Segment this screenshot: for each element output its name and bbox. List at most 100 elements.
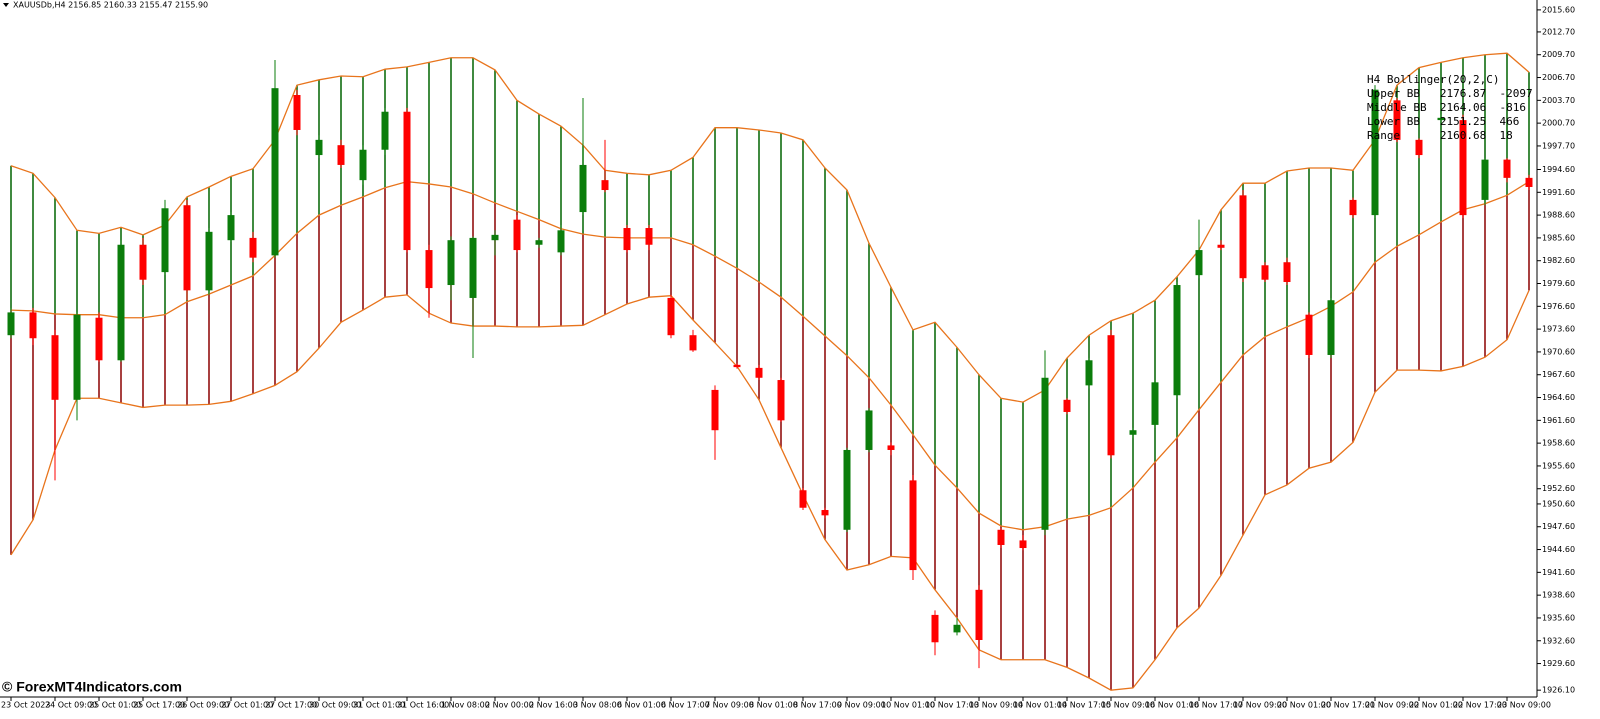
y-tick-label: 1938.60 (1542, 591, 1575, 600)
candle-body (139, 244, 147, 280)
candle-body (447, 240, 455, 286)
candle-body (1415, 139, 1423, 156)
candle-body (931, 614, 939, 643)
candle-body (733, 364, 741, 368)
candle-body (1305, 314, 1313, 355)
watermark: © ForexMT4Indicators.com (2, 679, 182, 695)
x-tick-label: 20 Nov 17:00 (1321, 701, 1375, 710)
y-tick-label: 1952.60 (1542, 484, 1575, 493)
candle-body (1481, 159, 1489, 200)
y-tick-label: 2009.70 (1542, 50, 1575, 59)
candle-body (623, 228, 631, 251)
y-tick-label: 1941.60 (1542, 568, 1575, 577)
x-tick-label: 15 Nov 09:00 (1101, 701, 1155, 710)
candle-body (403, 111, 411, 251)
x-tick-label: 2 Nov 00:00 (485, 701, 534, 710)
indicator-info: H4 Bollinger(20,2,C) (1367, 73, 1499, 86)
x-tick-label: 25 Oct 17:00 (133, 701, 185, 710)
candle-body (667, 297, 675, 336)
x-tick-label: 13 Nov 09:00 (969, 701, 1023, 710)
y-tick-label: 1929.60 (1542, 659, 1575, 668)
y-tick-label: 2012.70 (1542, 27, 1575, 36)
candle-body (513, 219, 521, 251)
candle-body (755, 367, 763, 378)
x-tick-label: 8 Nov 17:00 (793, 701, 842, 710)
candle-body (95, 317, 103, 361)
indicator-info: Range 2160.68 18 (1367, 129, 1513, 142)
candle-body (205, 231, 213, 291)
y-tick-label: 1988.60 (1542, 211, 1575, 220)
candle-body (1349, 199, 1357, 216)
candle-body (1195, 250, 1203, 276)
y-tick-label: 2000.70 (1542, 119, 1575, 128)
indicator-info: Lower BB 2151.25 466 (1367, 115, 1519, 128)
plot-area (7, 52, 1533, 691)
candle-body (1525, 177, 1533, 187)
x-tick-label: 2 Nov 16:00 (529, 701, 578, 710)
x-tick-label: 31 Oct 01:00 (353, 701, 405, 710)
candle-body (909, 480, 917, 571)
menu-arrow[interactable] (3, 3, 9, 7)
candle-body (689, 335, 697, 351)
candle-body (535, 240, 543, 245)
x-tick-label: 7 Nov 09:00 (705, 701, 754, 710)
x-tick-label: 6 Nov 01:00 (617, 701, 666, 710)
y-tick-label: 1973.60 (1542, 325, 1575, 334)
x-tick-label: 10 Nov 17:00 (925, 701, 979, 710)
x-tick-label: 25 Oct 01:00 (89, 701, 141, 710)
x-tick-label: 17 Nov 09:00 (1233, 701, 1287, 710)
y-tick-label: 1976.60 (1542, 302, 1575, 311)
candle-body (469, 237, 477, 298)
x-tick-label: 14 Nov 01:00 (1013, 701, 1067, 710)
candle-body (73, 314, 81, 400)
candle-body (161, 208, 169, 273)
x-tick-label: 23 Oct 2023 (1, 701, 50, 710)
candle-body (865, 410, 873, 450)
y-tick-label: 1979.60 (1542, 279, 1575, 288)
candle-body (117, 244, 125, 361)
candle-body (293, 95, 301, 130)
candle-body (1063, 399, 1071, 412)
x-tick-label: 22 Nov 01:00 (1409, 701, 1463, 710)
candle-body (843, 449, 851, 530)
x-tick-label: 10 Nov 01:00 (881, 701, 935, 710)
candle-body (425, 250, 433, 289)
chart-title: XAUUSDb,H4 2156.85 2160.33 2155.47 2155.… (13, 1, 208, 10)
candle-body (1437, 117, 1445, 121)
x-tick-label: 6 Nov 17:00 (661, 701, 710, 710)
y-tick-label: 1950.60 (1542, 499, 1575, 508)
candle-body (7, 312, 15, 336)
candle-body (777, 380, 785, 421)
candle-body (51, 335, 59, 400)
axes: 2015.60 2012.70 2009.70 2006.70 2003.70 2000.… (0, 0, 1575, 710)
candle-body (557, 230, 565, 253)
x-tick-label: 23 Nov 09:00 (1497, 701, 1551, 710)
candle-body (1261, 265, 1269, 280)
candle-body (1173, 285, 1181, 396)
candle-body (579, 164, 587, 213)
candle-body (29, 312, 37, 339)
x-tick-label: 20 Nov 01:00 (1277, 701, 1331, 710)
x-tick-label: 22 Nov 17:00 (1453, 701, 1507, 710)
x-tick-label: 27 Oct 17:00 (265, 701, 317, 710)
candle-body (997, 529, 1005, 545)
upper-band-line (10, 52, 1530, 403)
candle-body (1129, 430, 1137, 435)
candle-body (711, 389, 719, 431)
candle-body (887, 445, 895, 450)
candle-body (183, 205, 191, 291)
y-tick-label: 1955.60 (1542, 461, 1575, 470)
y-tick-label: 1964.60 (1542, 393, 1575, 402)
candle-body (227, 215, 235, 241)
candle-body (1503, 159, 1511, 178)
y-tick-label: 1994.60 (1542, 165, 1575, 174)
y-tick-label: 1991.60 (1542, 188, 1575, 197)
y-tick-label: 1926.10 (1542, 686, 1575, 695)
candle-body (1239, 195, 1247, 279)
y-tick-label: 1985.60 (1542, 233, 1575, 242)
candle-body (1327, 300, 1335, 355)
candle-body (799, 490, 807, 508)
candle-body (1085, 360, 1093, 386)
y-tick-label: 1997.70 (1542, 141, 1575, 150)
